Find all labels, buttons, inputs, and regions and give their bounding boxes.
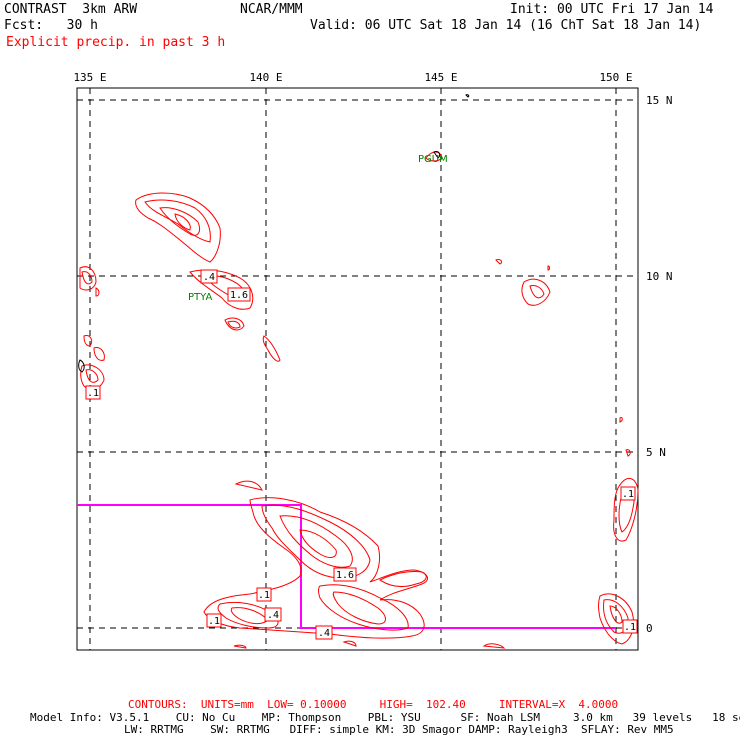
lon-label-140: 140 E bbox=[249, 71, 282, 84]
svg-text:.4: .4 bbox=[203, 272, 215, 283]
station-ptya: PTYA bbox=[188, 292, 212, 303]
coastline bbox=[78, 94, 470, 373]
model-info-line-2: LW: RRTMG SW: RRTMG DIFF: simple KM: 3D … bbox=[124, 723, 674, 736]
svg-text:.1: .1 bbox=[208, 616, 220, 627]
model-title: CONTRAST 3km ARW bbox=[4, 2, 138, 17]
contour-label-3: .1 bbox=[85, 385, 101, 400]
precip-contours bbox=[79, 151, 639, 649]
organization: NCAR/MMM bbox=[240, 2, 303, 17]
contour-label-5: 1.6 bbox=[333, 567, 357, 582]
contour-label-9: .4 bbox=[315, 625, 333, 640]
svg-text:.1: .1 bbox=[624, 622, 636, 633]
svg-text:.1: .1 bbox=[87, 388, 99, 399]
model-info-line-1: Model Info: V3.5.1 CU: No Cu MP: Thompso… bbox=[30, 711, 740, 724]
svg-text:.4: .4 bbox=[267, 610, 279, 621]
lat-label-15n: 15 N bbox=[646, 94, 673, 107]
contour-info: CONTOURS: UNITS=mm LOW= 0.10000 HIGH= 10… bbox=[128, 698, 619, 711]
lat-label-0: 0 bbox=[646, 622, 653, 635]
contour-label-1: .4 bbox=[200, 269, 218, 284]
island-coast bbox=[465, 94, 470, 98]
init-time: Init: 00 UTC Fri 17 Jan 14 bbox=[510, 2, 714, 17]
valid-time: Valid: 06 UTC Sat 18 Jan 14 (16 ChT Sat … bbox=[310, 18, 702, 33]
lon-label-135: 135 E bbox=[73, 71, 106, 84]
contour-label-4: .1 bbox=[620, 486, 636, 501]
svg-text:.1: .1 bbox=[622, 489, 634, 500]
lon-label-145: 145 E bbox=[424, 71, 457, 84]
lon-label-150: 150 E bbox=[599, 71, 632, 84]
svg-text:.4: .4 bbox=[318, 628, 330, 639]
contour-label-6: .1 bbox=[256, 587, 272, 602]
forecast-hour: Fcst: 30 h bbox=[4, 18, 98, 33]
contour-label-2: 1.6 bbox=[227, 287, 251, 302]
map-frame bbox=[76, 87, 639, 651]
svg-text:1.6: 1.6 bbox=[336, 570, 354, 581]
contour-label-8: .1 bbox=[206, 613, 222, 628]
guam-coast bbox=[433, 151, 441, 159]
contour-label-7: .4 bbox=[264, 607, 282, 622]
palau-coast bbox=[78, 359, 85, 373]
contour-label-10: .1 bbox=[622, 619, 638, 634]
lat-label-5n: 5 N bbox=[646, 446, 666, 459]
svg-text:.1: .1 bbox=[258, 590, 270, 601]
lat-label-10n: 10 N bbox=[646, 270, 673, 283]
field-name: Explicit precip. in past 3 h bbox=[6, 35, 226, 50]
graticule bbox=[77, 88, 638, 650]
svg-text:1.6: 1.6 bbox=[230, 290, 248, 301]
station-pgum: PGUM bbox=[418, 154, 448, 165]
